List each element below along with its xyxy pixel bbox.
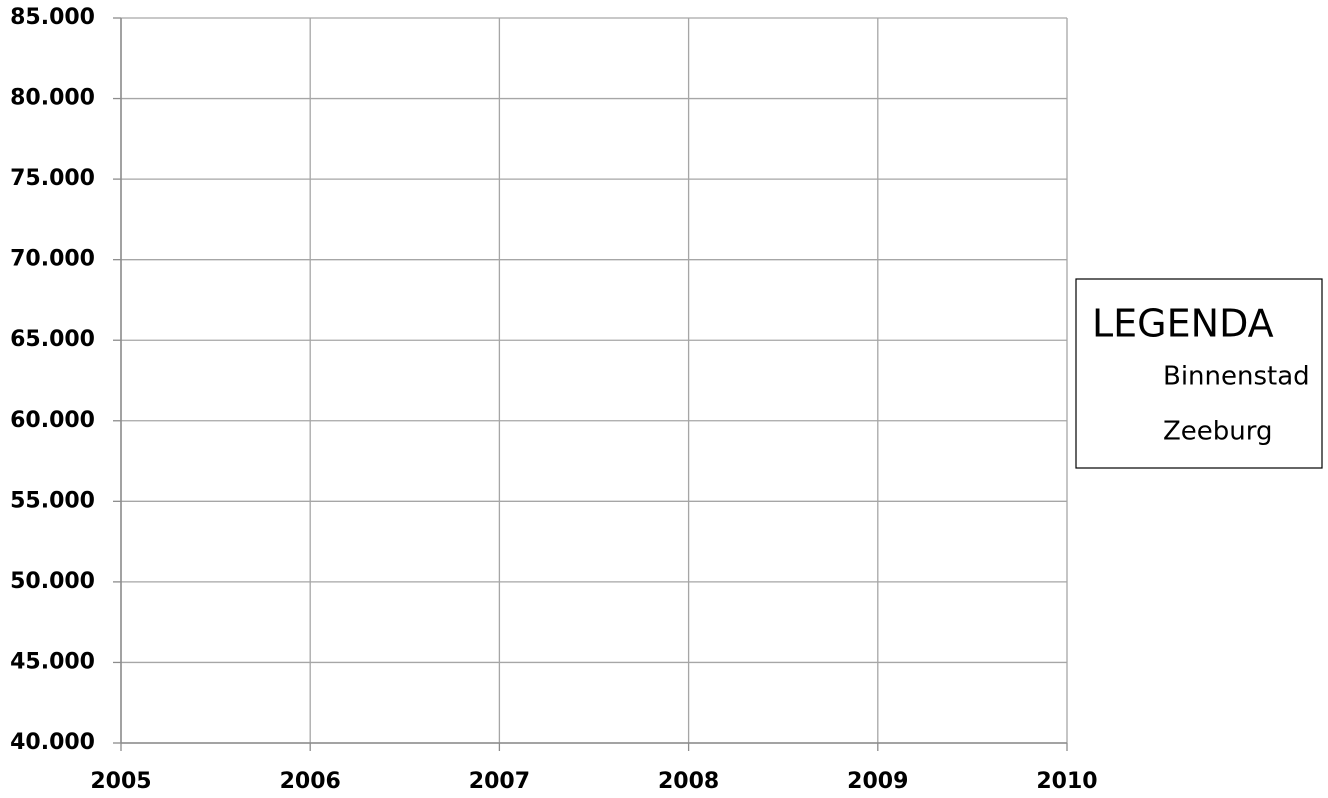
y-tick-label: 60.000 xyxy=(10,408,95,433)
legend-entry: Binnenstad xyxy=(1163,362,1310,392)
x-tick-label: 2010 xyxy=(1036,769,1097,794)
y-tick-label: 45.000 xyxy=(10,649,95,674)
x-tick-label: 2006 xyxy=(280,769,341,794)
x-tick-label: 2007 xyxy=(469,769,530,794)
y-tick-label: 75.000 xyxy=(10,166,95,191)
legend-title: LEGENDA xyxy=(1092,302,1274,346)
y-tick-label: 70.000 xyxy=(10,247,95,272)
y-tick-label: 80.000 xyxy=(10,86,95,111)
y-tick-label: 40.000 xyxy=(10,730,95,755)
legend-entry: Zeeburg xyxy=(1163,417,1273,447)
x-tick-label: 2008 xyxy=(658,769,719,794)
legend-box xyxy=(1075,278,1323,469)
x-tick-label: 2005 xyxy=(90,769,151,794)
y-tick-label: 65.000 xyxy=(10,327,95,352)
y-tick-label: 85.000 xyxy=(10,5,95,30)
x-tick-label: 2009 xyxy=(847,769,908,794)
y-tick-label: 55.000 xyxy=(10,488,95,513)
y-tick-label: 50.000 xyxy=(10,569,95,594)
